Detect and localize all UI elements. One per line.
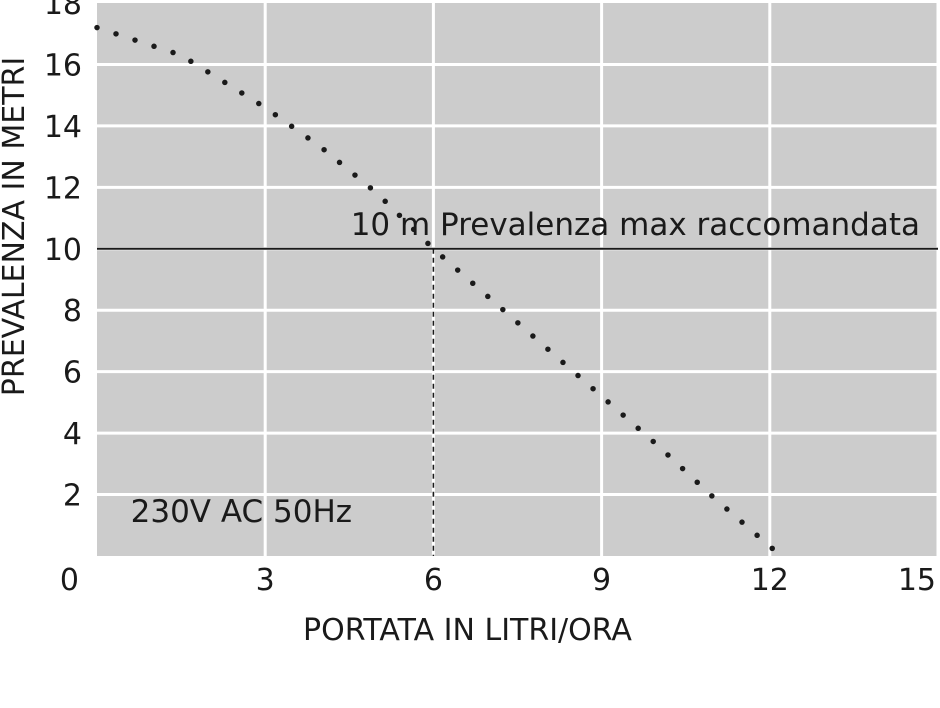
x-tick-label: 15	[898, 563, 936, 598]
y-tick-label: 18	[44, 0, 82, 22]
reference-line-label: 10 m Prevalenza max raccomandata	[351, 207, 920, 243]
plot-background	[97, 3, 938, 556]
x-tick-label: 3	[256, 563, 275, 598]
y-tick-label: 14	[44, 110, 82, 145]
y-axis-title: PREVALENZA IN METRI	[0, 57, 32, 396]
y-tick-labels: 2 4 6 8 10 12 14 16 18	[44, 0, 82, 514]
y-tick-label: 2	[63, 479, 82, 514]
x-tick-label: 12	[751, 563, 789, 598]
annotations: 230V AC 50Hz	[131, 494, 352, 530]
x-axis-title: PORTATA IN LITRI/ORA	[303, 613, 632, 648]
y-tick-label: 16	[44, 48, 82, 83]
y-tick-label: 8	[63, 294, 82, 329]
x-tick-label: 6	[424, 563, 443, 598]
x-tick-label: 0	[60, 563, 79, 598]
y-tick-label: 12	[44, 171, 82, 206]
x-tick-label: 9	[592, 563, 611, 598]
y-tick-label: 6	[63, 356, 82, 391]
annotation-text: 230V AC 50Hz	[131, 494, 352, 530]
y-tick-label: 10	[44, 233, 82, 268]
series-group	[94, 24, 784, 559]
y-tick-label: 4	[63, 417, 82, 452]
series-line	[94, 24, 784, 559]
x-tick-labels: 0 3 6 9 12 15	[60, 563, 936, 598]
